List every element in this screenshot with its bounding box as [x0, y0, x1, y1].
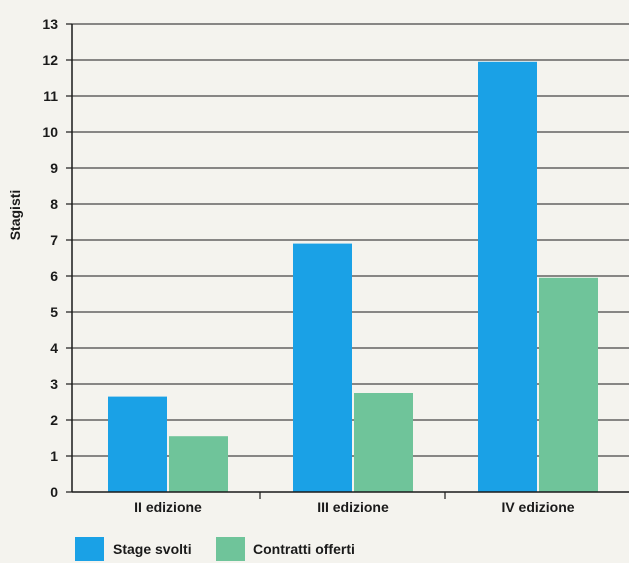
x-tick-label: II edizione	[134, 499, 202, 515]
x-axis-ticks: II edizione III edizione IV edizione	[134, 492, 575, 515]
y-tick-label: 10	[42, 124, 58, 140]
y-tick-label: 3	[50, 376, 58, 392]
y-axis-label: Stagisti	[7, 190, 23, 241]
y-tick-label: 0	[50, 484, 58, 500]
y-tick-label: 5	[50, 304, 58, 320]
bar-stage-svolti-2	[478, 61, 537, 493]
y-tick-label: 13	[42, 16, 58, 32]
bar-stage-svolti-0	[108, 396, 167, 492]
y-tick-label: 11	[43, 88, 58, 104]
bar-contratti-offerti-2	[539, 277, 598, 492]
y-tick-label: 6	[50, 268, 58, 284]
legend-label: Contratti offerti	[253, 541, 355, 557]
bar-contratti-offerti-0	[169, 436, 228, 492]
y-tick-label: 7	[50, 232, 58, 248]
legend: Stage svolti Contratti offerti	[75, 537, 355, 561]
x-tick-label: IV edizione	[501, 499, 574, 515]
bars	[108, 61, 598, 493]
legend-swatch	[75, 537, 104, 561]
y-tick-label: 4	[50, 340, 58, 356]
y-tick-label: 12	[42, 52, 58, 68]
bar-stage-svolti-1	[293, 243, 352, 492]
bar-contratti-offerti-1	[354, 393, 413, 492]
legend-swatch	[216, 537, 245, 561]
y-tick-label: 1	[50, 448, 58, 464]
y-tick-label: 2	[50, 412, 58, 428]
x-tick-label: III edizione	[317, 499, 389, 515]
legend-label: Stage svolti	[113, 541, 192, 557]
y-tick-label: 8	[50, 196, 58, 212]
y-tick-label: 9	[50, 160, 58, 176]
